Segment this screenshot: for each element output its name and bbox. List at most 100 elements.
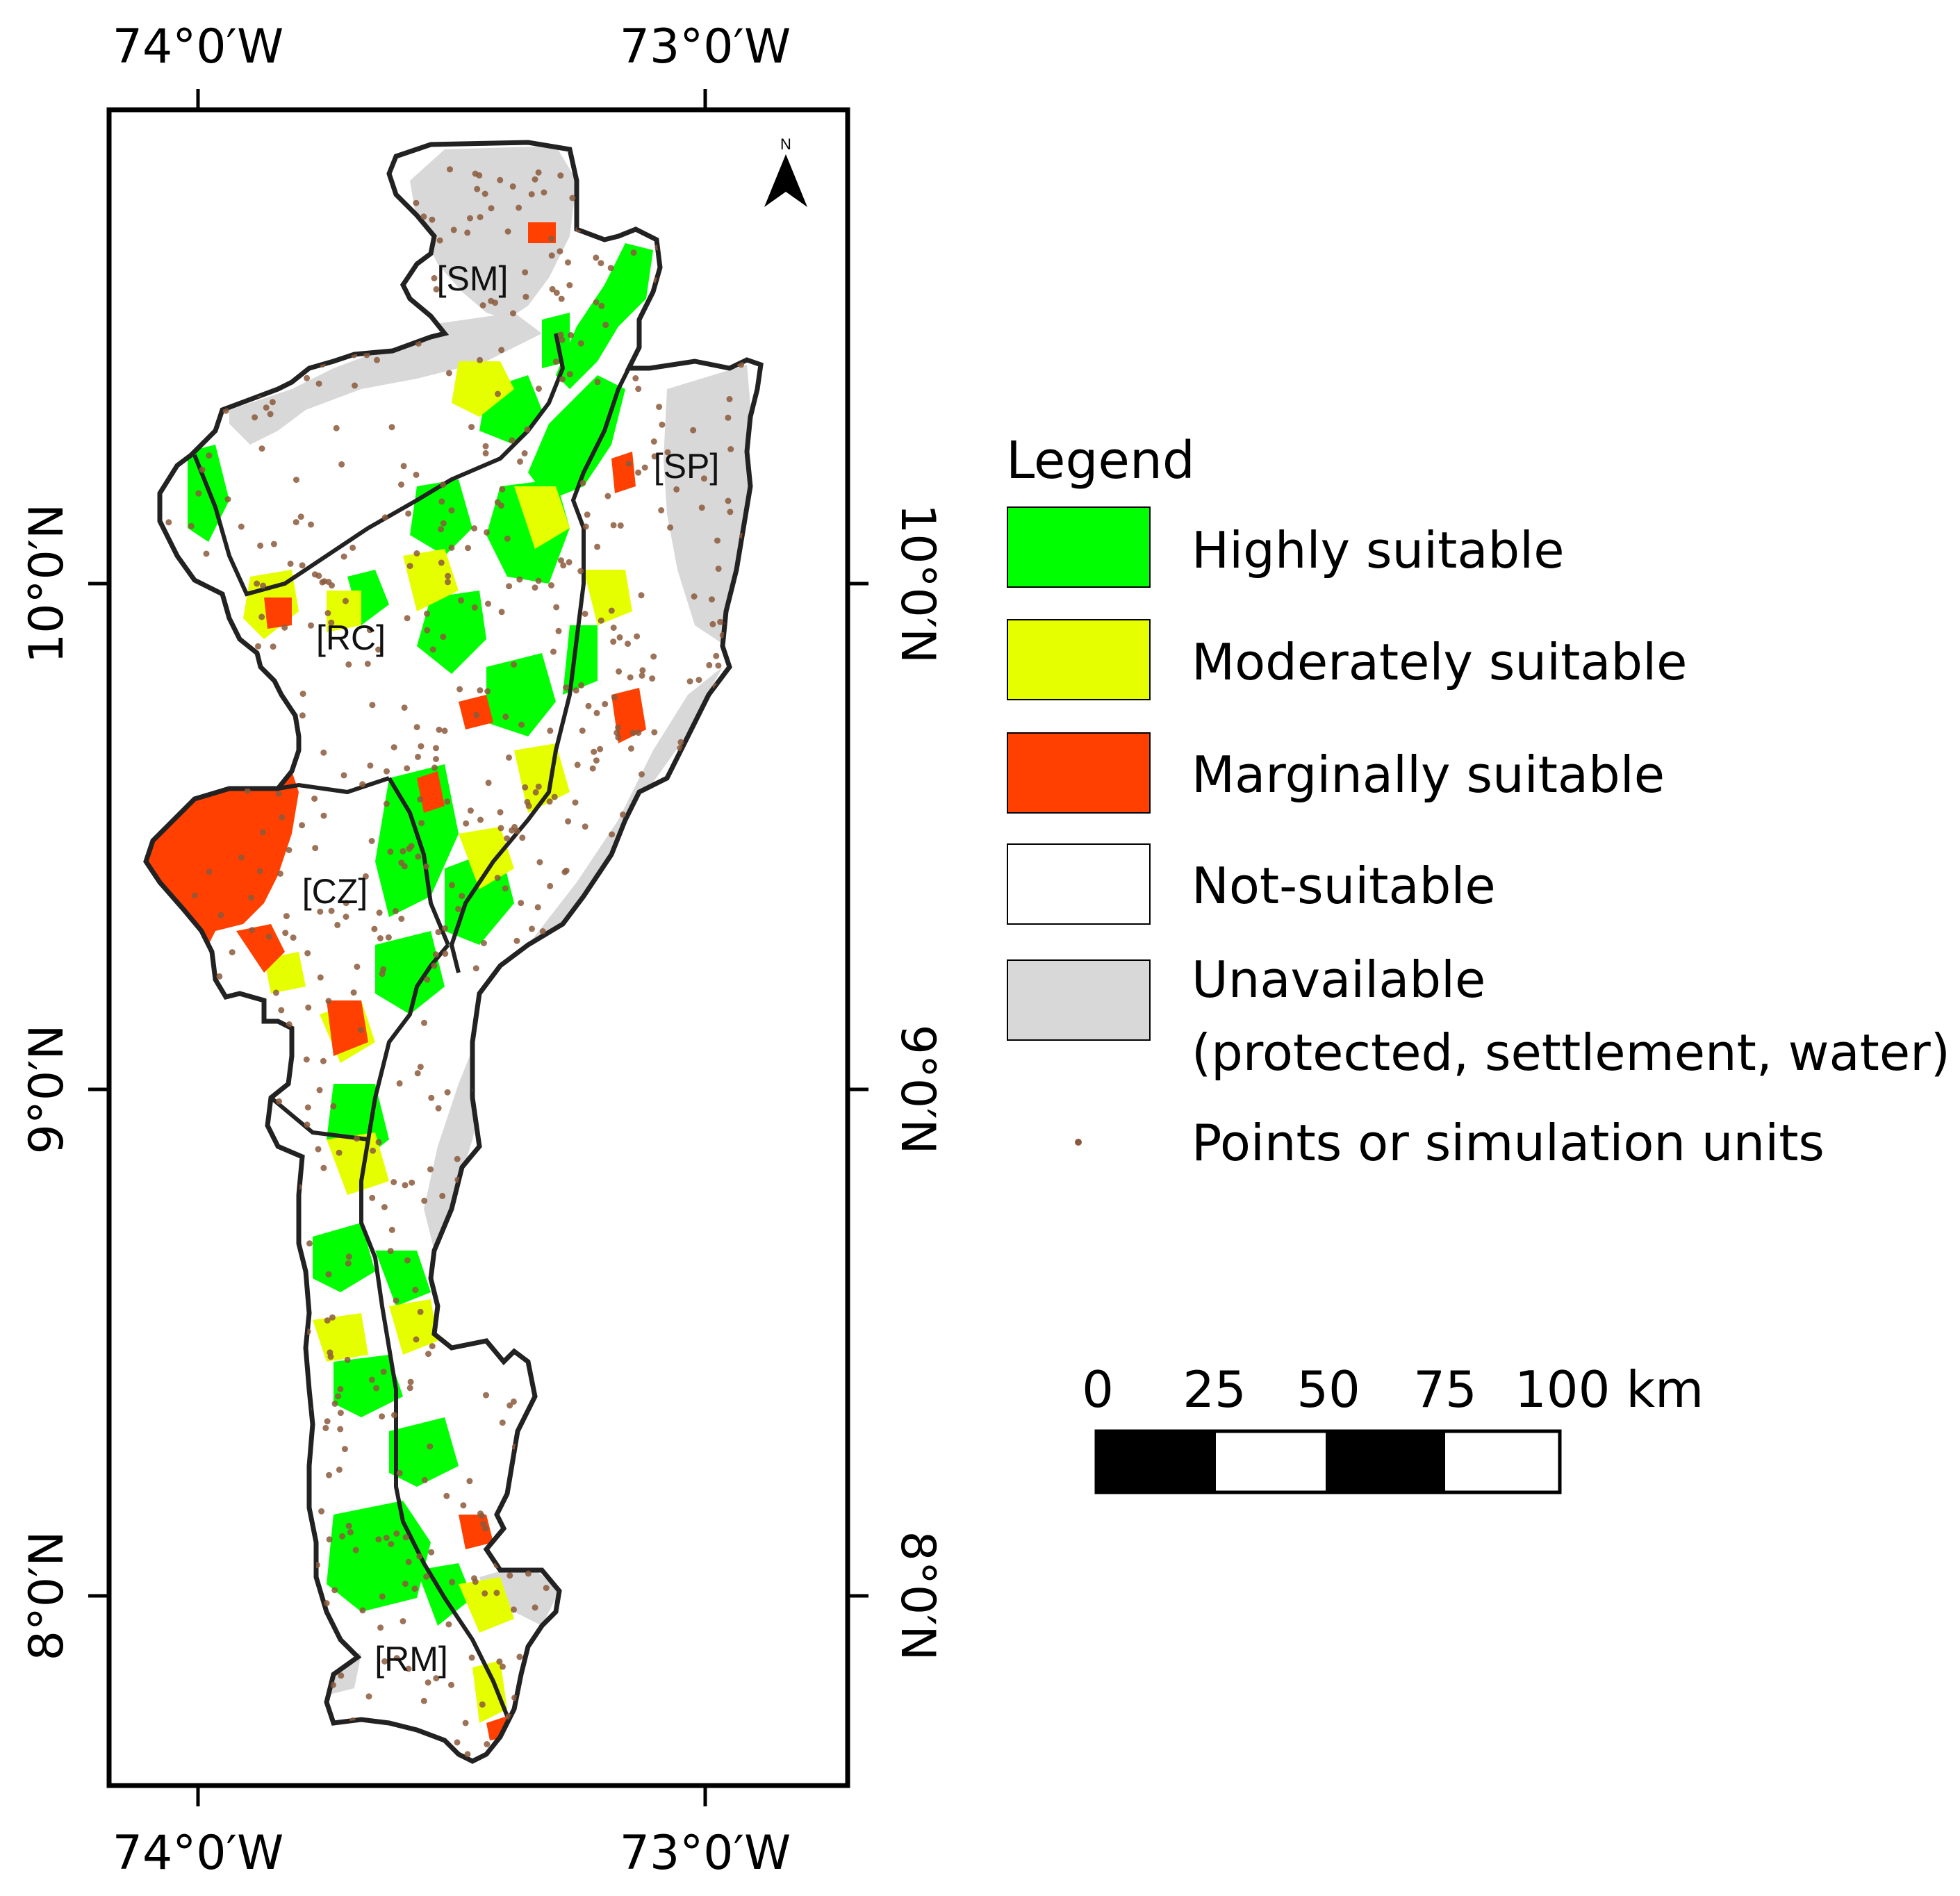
simulation-point	[363, 352, 370, 358]
simulation-point	[255, 643, 261, 650]
simulation-point	[448, 1681, 454, 1688]
simulation-point	[477, 214, 484, 220]
simulation-point	[494, 499, 501, 506]
legend-swatch-unavailable	[1007, 959, 1151, 1041]
simulation-point	[400, 1618, 406, 1624]
simulation-point	[321, 578, 328, 585]
left-tick-9n: 9°0′N	[19, 1025, 74, 1155]
simulation-point	[275, 791, 282, 797]
simulation-point	[593, 254, 600, 261]
simulation-point	[405, 510, 412, 517]
simulation-point	[483, 1392, 489, 1399]
simulation-point	[216, 973, 223, 980]
simulation-point	[700, 475, 707, 482]
simulation-point	[715, 566, 722, 572]
simulation-point	[260, 582, 267, 589]
simulation-point	[365, 1693, 372, 1700]
simulation-point	[353, 1135, 360, 1142]
simulation-point	[695, 677, 702, 684]
simulation-point	[548, 236, 555, 242]
simulation-point	[566, 371, 573, 378]
simulation-point	[238, 523, 245, 530]
simulation-point	[415, 753, 421, 760]
simulation-point	[244, 787, 251, 794]
simulation-point	[613, 729, 620, 736]
simulation-point	[436, 726, 443, 733]
legend-swatch-points	[1075, 1139, 1082, 1146]
simulation-point	[328, 907, 335, 914]
simulation-point	[584, 511, 591, 518]
simulation-point	[504, 835, 511, 842]
simulation-point	[516, 204, 522, 211]
simulation-point	[479, 1512, 486, 1519]
simulation-point	[516, 1654, 523, 1660]
simulation-point	[609, 831, 616, 838]
simulation-point	[658, 507, 665, 513]
simulation-point	[325, 1271, 332, 1278]
simulation-point	[548, 252, 555, 259]
simulation-point	[639, 672, 645, 679]
simulation-point	[366, 627, 373, 634]
simulation-point	[203, 550, 210, 557]
simulation-point	[553, 289, 560, 296]
simulation-point	[502, 885, 509, 892]
simulation-point	[387, 848, 394, 855]
simulation-point	[579, 479, 586, 486]
simulation-point	[338, 1672, 345, 1679]
simulation-point	[342, 597, 349, 604]
simulation-point	[664, 449, 671, 456]
simulation-point	[331, 1400, 338, 1407]
simulation-point	[569, 195, 576, 201]
simulation-point	[433, 286, 440, 292]
simulation-point	[367, 762, 374, 769]
simulation-point	[546, 798, 553, 805]
simulation-point	[257, 542, 264, 549]
scale-bar-frame	[1094, 1429, 1562, 1494]
simulation-point	[582, 823, 588, 830]
simulation-point	[333, 424, 340, 431]
simulation-point	[518, 900, 525, 907]
simulation-point	[566, 282, 573, 288]
simulation-point	[727, 509, 734, 516]
simulation-point	[343, 900, 349, 907]
simulation-point	[479, 302, 486, 308]
simulation-point	[374, 356, 380, 363]
simulation-point	[424, 610, 430, 617]
simulation-point	[610, 638, 617, 645]
simulation-point	[347, 1528, 354, 1535]
simulation-point	[393, 1655, 400, 1662]
simulation-point	[448, 507, 455, 514]
simulation-point	[408, 843, 415, 850]
simulation-point	[377, 935, 384, 941]
simulation-point	[691, 593, 698, 600]
simulation-point	[337, 1426, 344, 1433]
simulation-point	[713, 652, 720, 659]
suitability-raster	[146, 142, 761, 1761]
simulation-point	[282, 930, 289, 937]
simulation-point	[608, 607, 615, 614]
simulation-point	[638, 592, 645, 599]
simulation-point	[577, 340, 584, 347]
simulation-point	[392, 907, 399, 914]
simulation-point	[217, 912, 224, 918]
simulation-point	[714, 537, 720, 544]
simulation-point	[354, 964, 361, 970]
simulation-point	[524, 798, 531, 805]
simulation-point	[488, 205, 495, 212]
simulation-point	[535, 169, 542, 176]
simulation-point	[387, 1248, 394, 1255]
simulation-point	[345, 661, 352, 668]
simulation-point	[375, 1139, 382, 1146]
simulation-point	[278, 1007, 285, 1014]
simulation-point	[715, 662, 722, 669]
tick-marks	[88, 89, 868, 1806]
simulation-point	[466, 1478, 473, 1485]
simulation-point	[651, 729, 658, 736]
simulation-point	[335, 1393, 342, 1400]
simulation-point	[420, 213, 427, 220]
simulation-point	[277, 871, 283, 877]
simulation-point	[602, 700, 609, 707]
simulation-point	[229, 949, 236, 956]
simulation-point	[304, 1121, 311, 1128]
